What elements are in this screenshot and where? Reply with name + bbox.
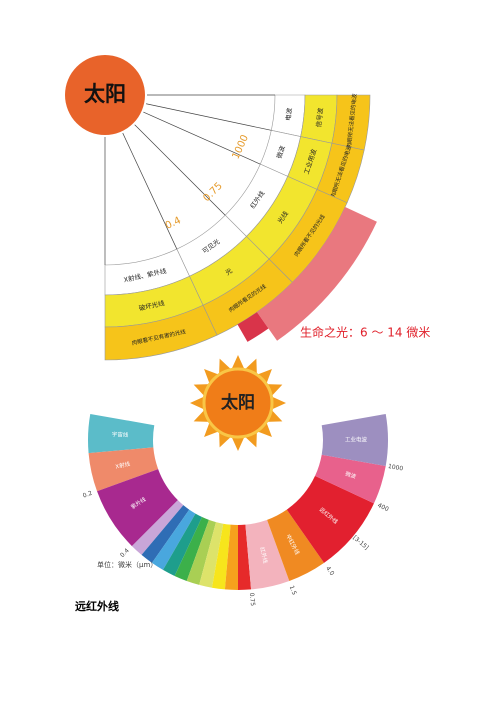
spectrum-segment	[163, 513, 203, 576]
segment-label: 红外线	[258, 546, 269, 564]
band-label: 电波	[283, 107, 293, 121]
sun-label: 太阳	[84, 82, 126, 106]
band-cell	[104, 304, 218, 361]
caption: 远红外线	[75, 599, 119, 613]
segment-label: 工业电波	[345, 436, 368, 444]
spectrum-segment	[211, 523, 231, 590]
spectrum-segment	[186, 519, 217, 585]
tick-label: 4.0	[324, 565, 335, 577]
sun-label: 太阳	[221, 392, 255, 413]
spectrum-segment	[267, 509, 325, 581]
spectrum-segment	[286, 475, 374, 563]
spectrum-segment	[97, 469, 178, 547]
ray-line	[122, 132, 178, 250]
life-light-band	[256, 206, 377, 341]
spectrum-segment	[151, 509, 196, 570]
ray-line	[146, 103, 272, 131]
spectrum-segment	[224, 524, 238, 590]
tick-label: 0.2	[82, 490, 94, 500]
boundary-label: 0.75	[201, 181, 225, 205]
band-label: 光	[223, 266, 234, 277]
spectrum-segment	[131, 500, 184, 555]
spectrum-segment	[238, 524, 252, 590]
tick-label: 0.4	[119, 547, 131, 559]
spectrum-segment	[174, 517, 209, 581]
spectrum-segment	[88, 447, 159, 492]
spectrum-segment	[87, 413, 155, 454]
ray-line	[143, 111, 261, 165]
tick-label: 1000	[387, 463, 403, 473]
tick-label: 400	[376, 502, 390, 513]
ray-line	[134, 124, 226, 216]
segment-label: 微波	[344, 470, 357, 481]
segment-label: 宇宙线	[112, 430, 129, 439]
band-label: 信号波	[314, 107, 325, 128]
highlight-label: 生命之光：6 ～ 14 微米	[300, 325, 430, 340]
tick-label: 1.5	[288, 585, 298, 597]
life-light-edge	[237, 312, 269, 342]
spectrum-segment	[199, 522, 224, 588]
segment-label: X射线	[115, 459, 132, 470]
spectrum-segment	[141, 505, 190, 563]
spectrum-segment	[315, 454, 386, 504]
spectrum-segment	[245, 519, 290, 590]
boundary-label: 1000	[231, 133, 251, 161]
tick-label: 0.75	[248, 592, 256, 606]
sun	[65, 55, 145, 135]
unit-label: 单位：微米（μm）	[97, 560, 157, 569]
sun	[202, 367, 274, 439]
band-label: 微波	[274, 144, 287, 160]
boundary-label: 0.4	[164, 215, 183, 232]
spectrum-segment	[321, 413, 389, 467]
tick-label: [3-15]	[351, 534, 370, 551]
